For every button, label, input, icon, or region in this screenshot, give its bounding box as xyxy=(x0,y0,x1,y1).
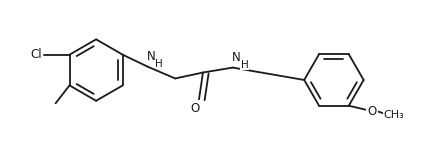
Text: H: H xyxy=(241,60,248,70)
Text: CH₃: CH₃ xyxy=(384,110,404,120)
Text: H: H xyxy=(156,59,163,69)
Text: N: N xyxy=(147,50,156,63)
Text: Cl: Cl xyxy=(31,48,42,61)
Text: N: N xyxy=(232,51,241,64)
Text: O: O xyxy=(368,105,377,118)
Text: O: O xyxy=(191,102,200,115)
